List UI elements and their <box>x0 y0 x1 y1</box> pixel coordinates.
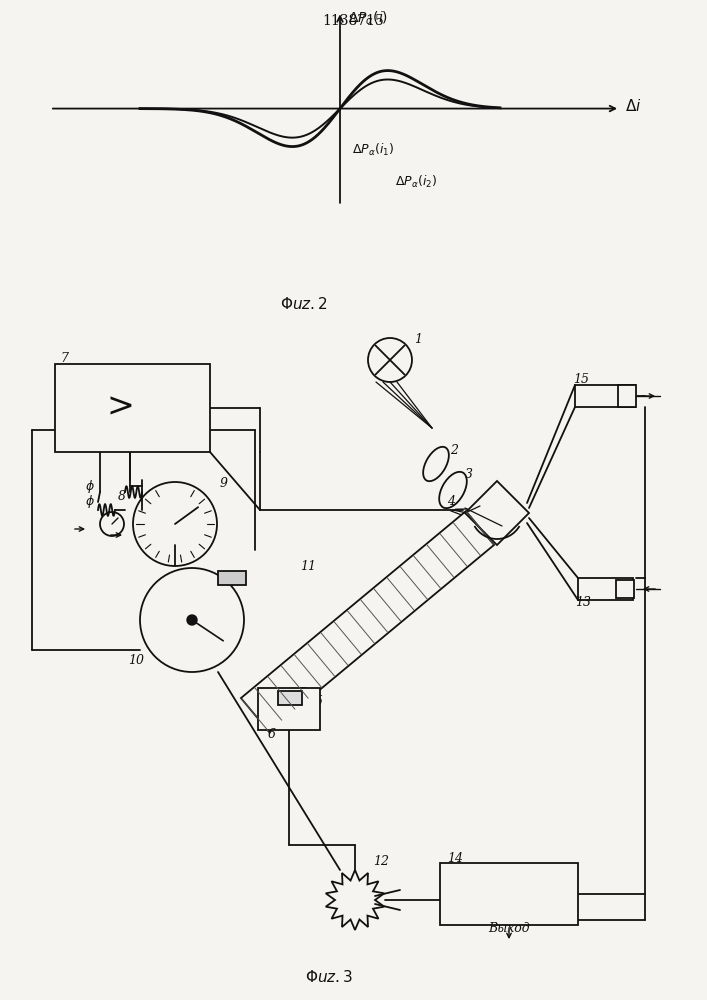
Text: 4: 4 <box>447 495 455 508</box>
Bar <box>440 863 578 925</box>
Bar <box>218 571 246 585</box>
Text: $\Delta P_{\alpha}(i_1)$: $\Delta P_{\alpha}(i_1)$ <box>352 142 395 158</box>
Text: $\Phi u z. 3$: $\Phi u z. 3$ <box>305 969 353 985</box>
Text: 14: 14 <box>447 852 463 865</box>
Text: $\Delta i$: $\Delta i$ <box>625 98 641 114</box>
Bar <box>616 580 634 598</box>
Text: 9: 9 <box>220 477 228 490</box>
Bar <box>55 364 210 452</box>
Circle shape <box>187 615 197 625</box>
Text: $\Phi u z. 2$: $\Phi u z. 2$ <box>280 296 327 312</box>
Bar <box>618 385 636 407</box>
Text: >: > <box>106 392 134 424</box>
Text: 5: 5 <box>315 695 323 708</box>
Text: 12: 12 <box>373 855 389 868</box>
Text: 2: 2 <box>450 444 458 457</box>
Text: 8: 8 <box>118 490 126 503</box>
Text: 7: 7 <box>60 352 68 365</box>
Text: 1: 1 <box>414 333 422 346</box>
Text: $\phi$: $\phi$ <box>85 478 95 495</box>
Bar <box>278 691 302 705</box>
Text: 15: 15 <box>573 373 589 386</box>
Text: 1138715: 1138715 <box>322 14 384 28</box>
Bar <box>575 385 635 407</box>
Polygon shape <box>241 511 494 732</box>
Text: Выход: Выход <box>489 922 530 935</box>
Text: 3: 3 <box>465 468 473 481</box>
Text: $\phi$: $\phi$ <box>85 493 95 510</box>
Text: 10: 10 <box>128 654 144 667</box>
Bar <box>578 578 633 600</box>
Text: 11: 11 <box>300 560 316 573</box>
Text: 6: 6 <box>268 728 276 741</box>
Text: $\Delta P_{\alpha}(i)$: $\Delta P_{\alpha}(i)$ <box>348 9 388 27</box>
Bar <box>258 688 320 730</box>
Text: $\Delta P_{\alpha}(i_2)$: $\Delta P_{\alpha}(i_2)$ <box>395 174 438 190</box>
Text: 13: 13 <box>575 596 591 609</box>
